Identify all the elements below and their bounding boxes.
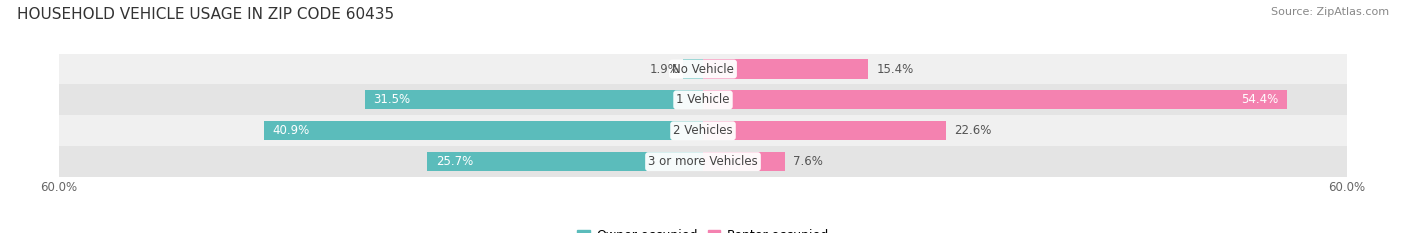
Bar [427, 152, 703, 171]
Text: 40.9%: 40.9% [273, 124, 309, 137]
Bar [264, 121, 703, 140]
Text: 1.9%: 1.9% [650, 62, 679, 75]
Text: 7.6%: 7.6% [793, 155, 823, 168]
Text: 25.7%: 25.7% [436, 155, 472, 168]
Bar [703, 90, 1286, 110]
Text: 2 Vehicles: 2 Vehicles [673, 124, 733, 137]
FancyBboxPatch shape [59, 146, 1347, 177]
Text: 54.4%: 54.4% [1241, 93, 1278, 106]
Bar [703, 152, 785, 171]
Text: No Vehicle: No Vehicle [672, 62, 734, 75]
Text: HOUSEHOLD VEHICLE USAGE IN ZIP CODE 60435: HOUSEHOLD VEHICLE USAGE IN ZIP CODE 6043… [17, 7, 394, 22]
Bar [703, 121, 946, 140]
Bar [703, 59, 869, 79]
Bar [366, 90, 703, 110]
Legend: Owner-occupied, Renter-occupied: Owner-occupied, Renter-occupied [572, 224, 834, 233]
FancyBboxPatch shape [59, 54, 1347, 85]
Text: 15.4%: 15.4% [877, 62, 914, 75]
Text: 22.6%: 22.6% [955, 124, 991, 137]
FancyBboxPatch shape [59, 85, 1347, 115]
Bar [682, 59, 703, 79]
Text: Source: ZipAtlas.com: Source: ZipAtlas.com [1271, 7, 1389, 17]
Text: 31.5%: 31.5% [374, 93, 411, 106]
Text: 3 or more Vehicles: 3 or more Vehicles [648, 155, 758, 168]
FancyBboxPatch shape [59, 115, 1347, 146]
Text: 1 Vehicle: 1 Vehicle [676, 93, 730, 106]
